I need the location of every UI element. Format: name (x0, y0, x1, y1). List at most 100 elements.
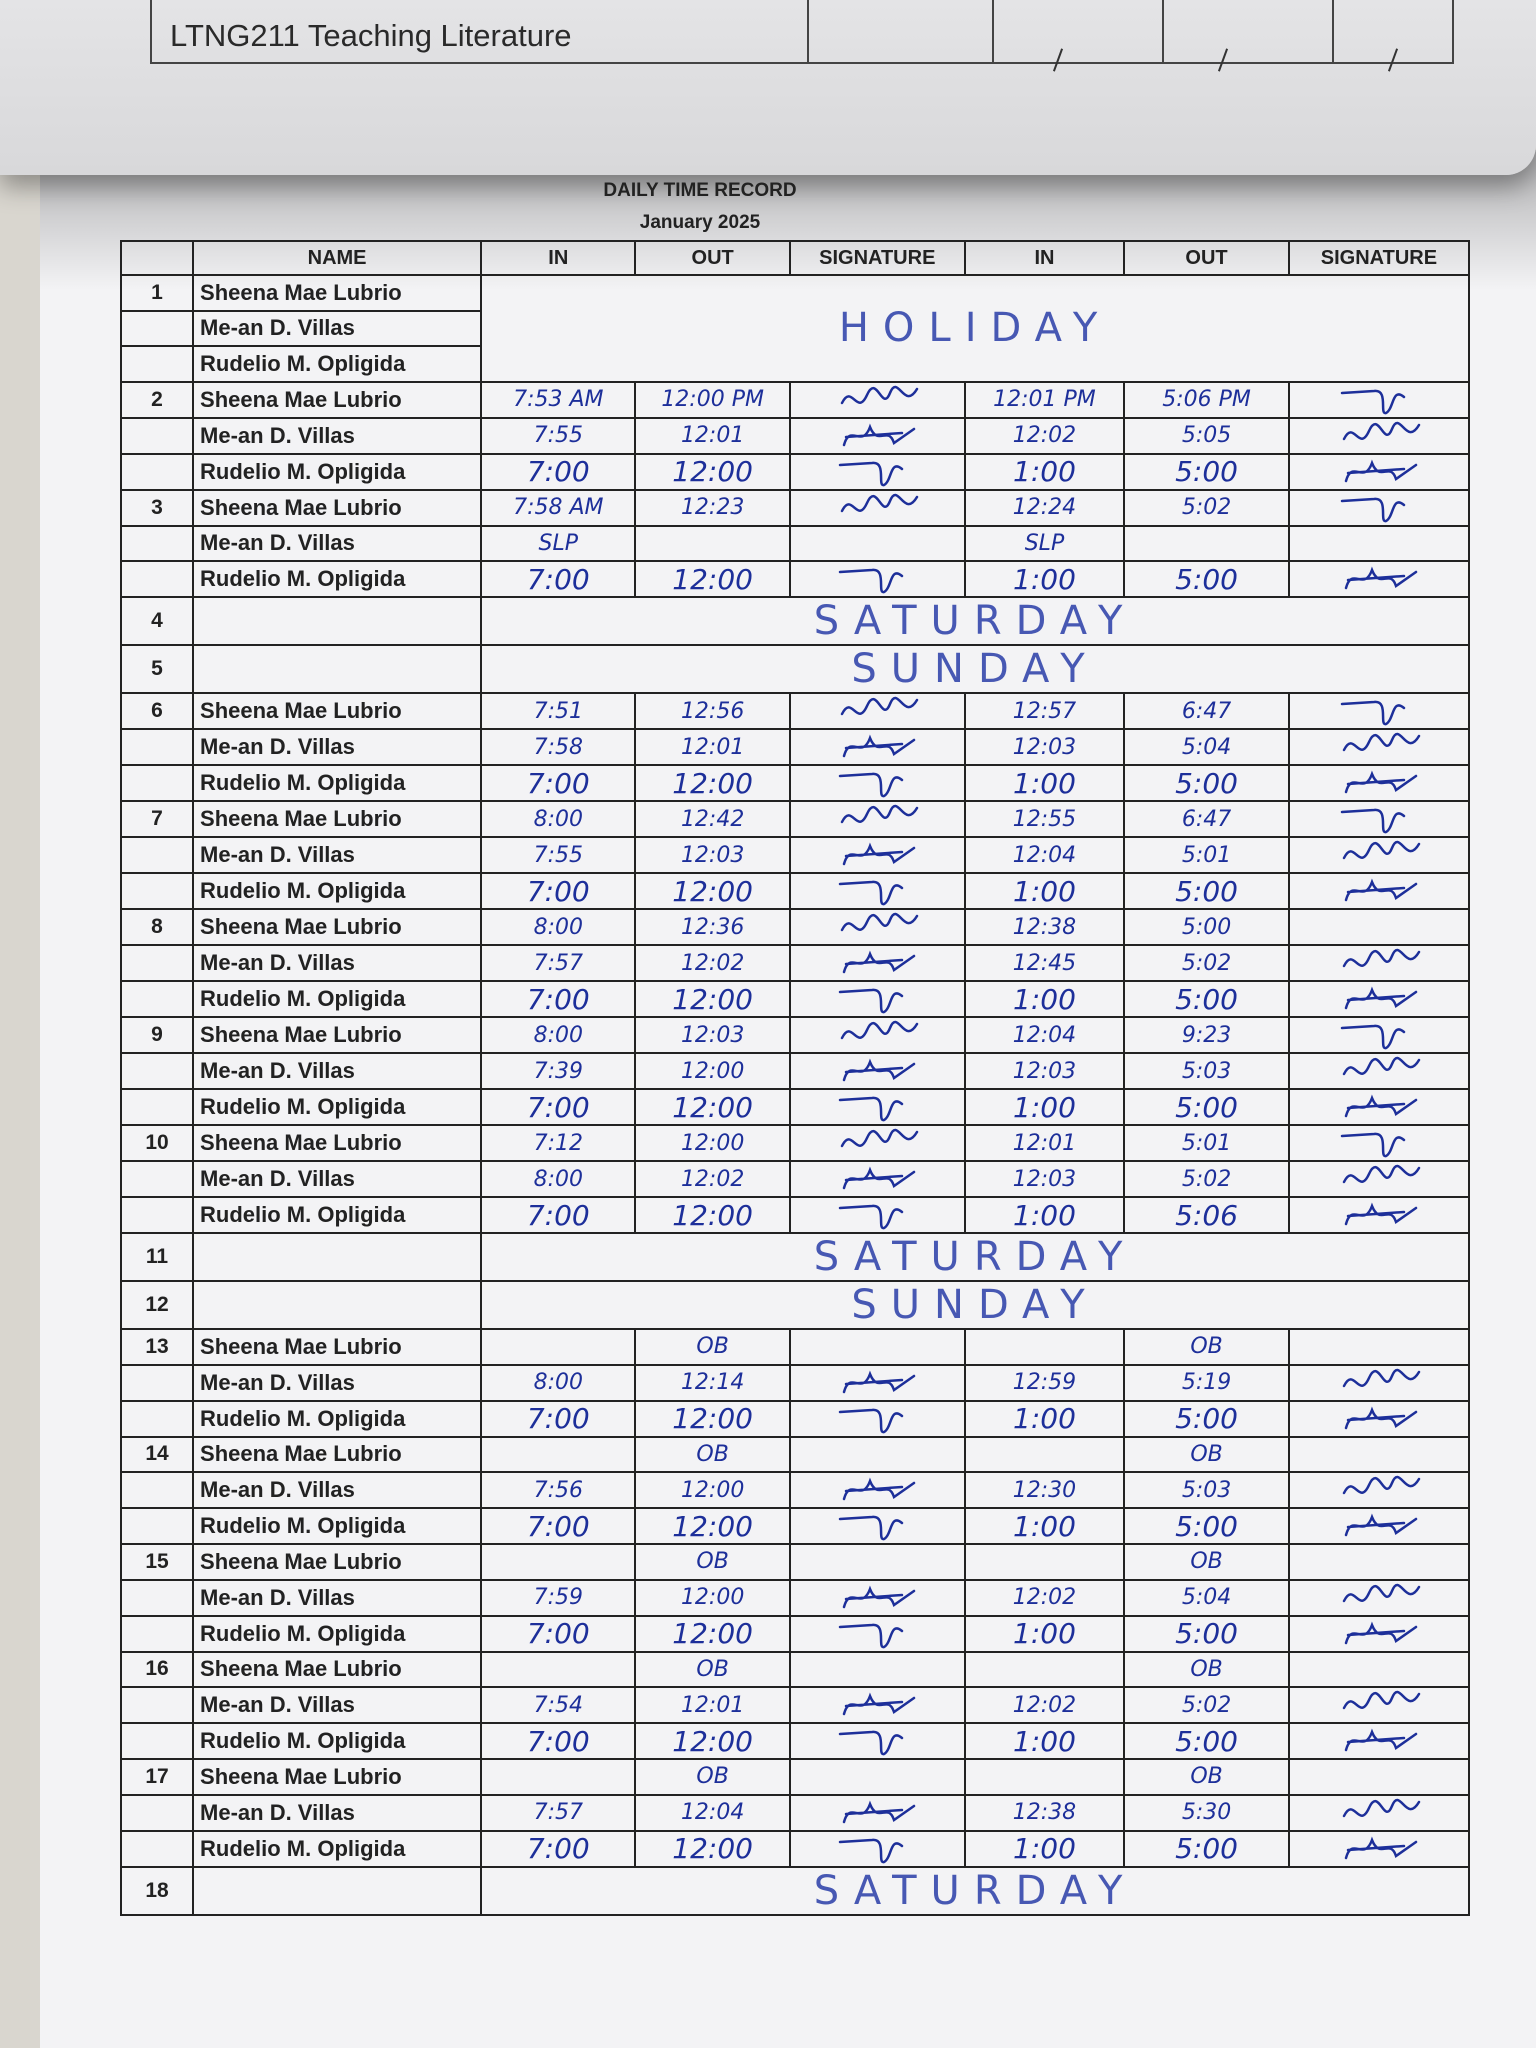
pm-out-time: 5:00 (1123, 1088, 1290, 1126)
signature-cell (1287, 1016, 1471, 1054)
pm-in-time: 1:00 (963, 1614, 1126, 1653)
employee-name: Rudelio M. Opligida (192, 1722, 483, 1760)
am-out-time: 12:00 (634, 1578, 791, 1617)
pm-out-time: 5:01 (1123, 1124, 1290, 1162)
pm-in-time: 1:00 (963, 1722, 1126, 1760)
header-col-pm-out: OUT (1123, 240, 1290, 276)
am-in-time: 7:00 (480, 1722, 637, 1760)
signature-cell (1287, 1124, 1471, 1162)
employee-name: Sheena Mae Lubrio (192, 692, 483, 730)
signature-cell (1287, 980, 1471, 1018)
signature-scribble (1342, 732, 1421, 752)
table-row: Rudelio M. Opligida 7:00 12:00 1:00 5:00 (119, 560, 1471, 598)
signature-scribble (839, 988, 904, 1014)
signature-cell (788, 1471, 966, 1509)
pm-out-time: 5:00 (1123, 1722, 1290, 1760)
signature-cell (1287, 416, 1471, 455)
am-in-time: 7:00 (480, 1196, 637, 1234)
course-table: LTNG211 Teaching Literature (150, 0, 1454, 72)
am-in-time: 7:58 (480, 728, 637, 766)
signature-scribble (1344, 459, 1418, 482)
signature-scribble (843, 842, 916, 866)
am-out-time: OB (634, 1543, 791, 1581)
am-in-time: 7:00 (480, 1399, 637, 1438)
table-row: 6 Sheena Mae Lubrio 7:51 12:56 12:57 6:47 (119, 692, 1471, 730)
header-col-name: NAME (192, 240, 483, 276)
am-out-time: 12:03 (634, 836, 791, 874)
am-in-time: 7:00 (480, 1507, 637, 1545)
am-in-time: 7:56 (480, 1471, 637, 1509)
signature-cell (1287, 872, 1471, 910)
table-header-row: NAME IN OUT SIGNATURE IN OUT SIGNATURE (119, 240, 1471, 276)
signature-cell (1287, 1435, 1471, 1473)
signature-cell (788, 488, 966, 527)
day-number: 5 (119, 644, 195, 694)
am-in-time: 7:57 (480, 1793, 637, 1832)
signature-scribble (1342, 1056, 1421, 1076)
document-title: DAILY TIME RECORD (603, 180, 797, 201)
day-number (119, 1363, 195, 1402)
signature-cell (788, 452, 966, 491)
table-row: Rudelio M. Opligida 7:00 12:00 1:00 5:00 (119, 980, 1471, 1018)
signature-cell (1287, 1471, 1471, 1509)
signature-scribble (1340, 1024, 1406, 1050)
table-row: 15 Sheena Mae Lubrio OB OB (119, 1543, 1471, 1581)
employee-name: Rudelio M. Opligida (192, 560, 483, 598)
table-row: Me-an D. Villas 8:00 12:02 12:03 5:02 (119, 1160, 1471, 1198)
table-row: 16 Sheena Mae Lubrio OB OB (119, 1650, 1471, 1688)
table-row: Rudelio M. Opligida 7:00 12:00 1:00 5:00 (119, 1829, 1471, 1868)
am-in-time: SLP (480, 524, 637, 562)
day-number: 18 (119, 1865, 195, 1916)
signature-cell (788, 1543, 966, 1581)
signature-scribble (1342, 840, 1421, 860)
am-in-time (480, 1328, 637, 1366)
pm-out-time: 5:04 (1123, 1578, 1290, 1617)
pm-out-time: 5:00 (1123, 560, 1290, 598)
employee-name: Me-an D. Villas (192, 524, 483, 562)
am-in-time: 7:00 (480, 764, 637, 802)
pm-in-time (963, 1650, 1126, 1688)
employee-name: Sheena Mae Lubrio (192, 1435, 483, 1473)
pm-in-time: 1:00 (963, 1196, 1126, 1234)
table-row: Me-an D. Villas 7:54 12:01 12:02 5:02 (119, 1686, 1471, 1724)
time-record-table: NAME IN OUT SIGNATURE IN OUT SIGNATURE 1 Sheena… (119, 240, 1471, 1916)
employee-name: Sheena Mae Lubrio (192, 274, 483, 312)
signature-scribble (1344, 770, 1418, 794)
am-in-time: 7:55 (480, 416, 637, 455)
table-row: 1 Sheena Mae Lubrio HOLIDAY (119, 274, 1470, 383)
signature-cell (1287, 728, 1471, 766)
pm-in-time: 1:00 (963, 980, 1126, 1018)
signature-scribble (839, 1623, 904, 1648)
table-row: 8 Sheena Mae Lubrio 8:00 12:36 12:38 5:00 (119, 908, 1471, 946)
pm-out-time: 5:01 (1123, 836, 1290, 874)
employee-name: Me-an D. Villas (192, 1052, 483, 1090)
pm-out-time: 5:00 (1123, 872, 1290, 910)
signature-scribble (839, 772, 904, 798)
signature-scribble (1342, 1690, 1421, 1710)
signature-cell (788, 1016, 966, 1054)
pm-in-time: 12:55 (963, 800, 1126, 838)
table-divider (807, 0, 809, 62)
day-number: 7 (119, 800, 195, 838)
day-note: HOLIDAY (480, 274, 1470, 383)
pm-out-time (1123, 524, 1290, 562)
table-row: 7 Sheena Mae Lubrio 8:00 12:42 12:55 6:47 (119, 800, 1471, 838)
am-out-time: 12:00 (634, 1829, 791, 1868)
employee-name: Rudelio M. Opligida (192, 980, 483, 1018)
pm-out-time: 5:03 (1123, 1471, 1290, 1509)
signature-scribble (843, 1477, 916, 1501)
pm-out-time: 5:02 (1123, 944, 1290, 982)
signature-cell (1287, 1650, 1471, 1688)
day-row: 11 SATURDAY (119, 1232, 1470, 1282)
signature-cell (1287, 380, 1471, 419)
day-number: 2 (119, 380, 195, 419)
am-in-time: 8:00 (480, 908, 637, 946)
pm-in-time: 12:24 (963, 488, 1126, 527)
am-out-time: OB (634, 1328, 791, 1366)
name-cell (192, 596, 483, 646)
employee-name: Me-an D. Villas (192, 416, 483, 455)
day-number: 9 (119, 1016, 195, 1054)
signature-scribble (1344, 1202, 1418, 1226)
am-out-time: 12:01 (634, 1686, 791, 1724)
day-number: 3 (119, 488, 195, 527)
